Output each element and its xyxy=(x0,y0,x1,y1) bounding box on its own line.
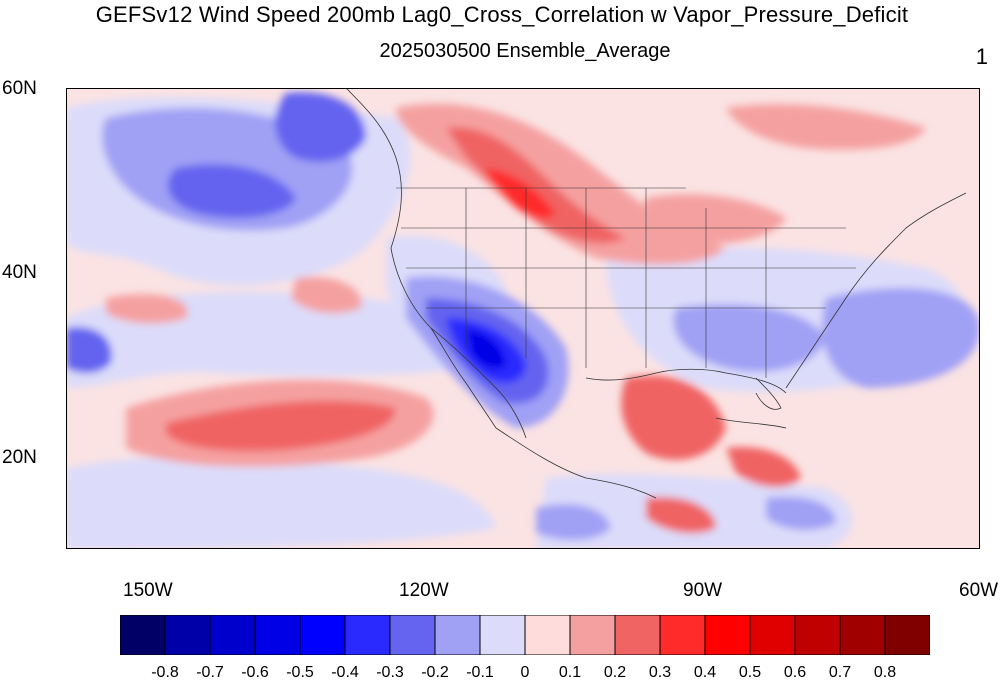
blue-caribbean-south xyxy=(766,496,836,530)
figure-title: GEFSv12 Wind Speed 200mb Lag0_Cross_Corr… xyxy=(95,2,909,27)
blue-southeast-us xyxy=(673,304,826,372)
colorbar-tick-label: 0.2 xyxy=(603,664,627,681)
red-northeast-atlantic xyxy=(726,104,926,150)
colorbar-box xyxy=(209,614,256,656)
colorbar-tick-label: -0.4 xyxy=(331,664,359,681)
colorbar-box xyxy=(254,614,301,656)
colorbar-box xyxy=(524,614,571,656)
colorbar-tick-label: -0.6 xyxy=(241,664,269,681)
colorbar-labels: -0.8 -0.7 -0.6 -0.5 -0.4 -0.3 -0.2 -0.1 0 0.1 0.2 0… xyxy=(0,664,1004,684)
red-subtropical-core xyxy=(166,400,396,452)
colorbar-tick-label: 0.5 xyxy=(738,664,762,681)
colorbar-box xyxy=(164,614,211,656)
colorbar-box xyxy=(659,614,706,656)
north-america-west-coast xyxy=(345,88,527,439)
lon-label-60w: 60W xyxy=(959,580,999,601)
colorbar-box xyxy=(884,614,931,656)
blue-midpacific xyxy=(167,164,296,218)
state-borders xyxy=(396,187,856,378)
colorbar-tick-label: 0 xyxy=(520,664,530,681)
colorbar-box xyxy=(344,614,391,656)
blue-southwest-center xyxy=(466,328,506,370)
red-plains-peak xyxy=(486,168,556,219)
florida xyxy=(755,377,782,410)
mexico-coast xyxy=(495,427,657,499)
colorbar xyxy=(119,614,931,656)
colorbar-tick-label: -0.8 xyxy=(151,664,179,681)
colorbar-tick-label: -0.5 xyxy=(286,664,314,681)
lon-label-90w: 90W xyxy=(683,580,723,601)
colorbar-box xyxy=(704,614,751,656)
colorbar-tick-label: -0.7 xyxy=(196,664,224,681)
colorbar-box xyxy=(569,614,616,656)
colorbar-tick-label: -0.3 xyxy=(376,664,404,681)
colorbar-tick-label: 0.8 xyxy=(873,664,897,681)
correlation-map xyxy=(66,88,980,549)
colorbar-box xyxy=(434,614,481,656)
baja-california xyxy=(430,327,497,429)
colorbar-tick-label: 0.1 xyxy=(558,664,582,681)
light-blue-southern-band xyxy=(66,456,496,549)
red-west-pacific xyxy=(106,294,188,324)
colorbar-box xyxy=(839,614,886,656)
lat-label-40n: 40N xyxy=(2,262,37,283)
colorbar-tick-label: 0.3 xyxy=(648,664,672,681)
lon-label-150w: 150W xyxy=(123,580,173,601)
colorbar-box xyxy=(614,614,661,656)
colorbar-box xyxy=(794,614,841,656)
blue-far-south xyxy=(536,504,611,540)
red-great-lakes xyxy=(645,194,786,245)
red-central-america xyxy=(646,497,716,534)
east-coast xyxy=(785,192,967,389)
red-caribbean xyxy=(726,447,801,488)
red-gulf-of-mexico xyxy=(621,375,726,460)
red-pacific-north xyxy=(291,277,362,314)
blue-west-pacific-edge xyxy=(66,327,112,373)
blue-atlantic xyxy=(822,288,980,388)
colorbar-tick-label: 0.4 xyxy=(693,664,717,681)
figure-subtitle: 2025030500 Ensemble_Average xyxy=(379,40,671,62)
colorbar-tick-label: 0.6 xyxy=(783,664,807,681)
colorbar-tick-label: -0.1 xyxy=(466,664,494,681)
lat-label-20n: 20N xyxy=(2,447,37,468)
colorbar-box xyxy=(479,614,526,656)
coastlines xyxy=(345,88,967,499)
gulf-coast xyxy=(585,368,787,394)
colorbar-box xyxy=(389,614,436,656)
colorbar-box xyxy=(299,614,346,656)
lat-label-60n: 60N xyxy=(2,78,37,99)
panel-number: 1 xyxy=(975,44,988,69)
correlation-contours xyxy=(66,92,980,549)
colorbar-box xyxy=(749,614,796,656)
blue-gulf-of-alaska xyxy=(275,92,366,162)
colorbar-box xyxy=(119,614,166,656)
colorbar-tick-label: -0.2 xyxy=(421,664,449,681)
lon-label-120w: 120W xyxy=(399,580,449,601)
cuba xyxy=(715,417,787,429)
map-border xyxy=(66,88,980,549)
colorbar-tick-label: 0.7 xyxy=(828,664,852,681)
red-plains-core xyxy=(446,127,626,244)
